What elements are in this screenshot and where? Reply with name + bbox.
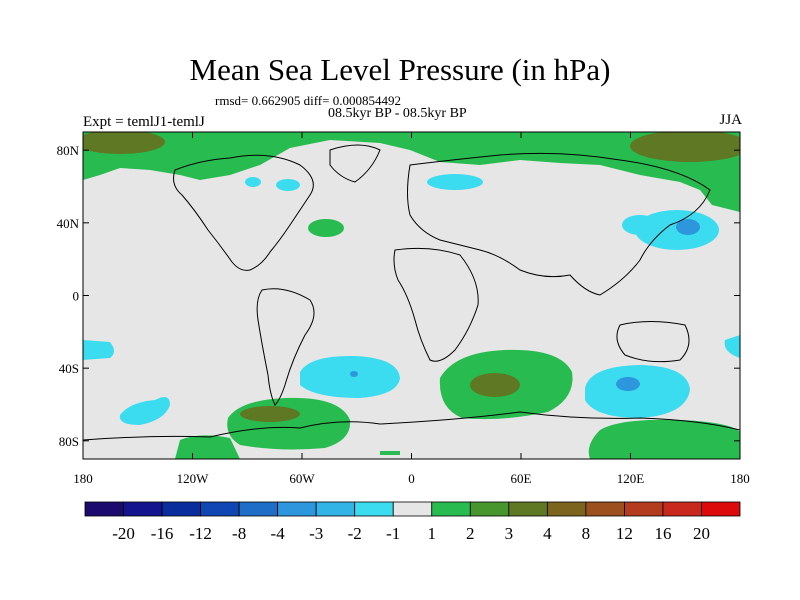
coastline-australia — [616, 321, 690, 363]
map-field — [83, 132, 740, 459]
anomaly-antarctic-patch — [175, 435, 240, 459]
coastline-africa — [393, 247, 479, 362]
colorbar-swatch — [123, 501, 163, 517]
anomaly-north-atlantic — [308, 219, 344, 237]
coastline-north-america — [173, 154, 314, 271]
period-line: 08.5kyr BP - 08.5kyr BP — [328, 106, 467, 121]
colorbar-label: 20 — [693, 524, 710, 543]
season-label: JJA — [719, 112, 742, 128]
colorbar-swatch — [585, 501, 625, 517]
colorbar-swatch — [84, 501, 124, 517]
lon-tick-label: 180 — [730, 471, 750, 486]
experiment-label: Expt = temlJ1-temlJ — [83, 114, 205, 130]
anomaly-antarctic-pacific — [588, 419, 740, 459]
colorbar-swatch — [161, 501, 201, 517]
anomaly-south-indian-core — [470, 373, 520, 397]
colorbar-label: -4 — [271, 524, 286, 543]
colorbar-label: -8 — [232, 524, 246, 543]
colorbar-label: 4 — [543, 524, 552, 543]
lat-tick-label: 80S — [59, 434, 79, 449]
lat-tick-label: 80N — [57, 143, 80, 158]
lon-tick-label: 180 — [73, 471, 93, 486]
anomaly-south-atlantic — [300, 355, 400, 398]
anomaly-north-pacific-core — [676, 219, 700, 235]
anomaly-south-atlantic-core — [350, 371, 358, 377]
anomaly-eastern-edge — [724, 335, 740, 358]
lat-tick-label: 0 — [73, 289, 80, 304]
colorbar-swatch — [701, 501, 741, 517]
anomaly-arctic-band — [83, 132, 740, 212]
lon-tick-label: 120E — [617, 471, 645, 486]
anomaly-south-pacific-far — [119, 396, 170, 425]
colorbar-label: -1 — [386, 524, 400, 543]
anomaly-scandinavia — [427, 174, 483, 190]
colorbar-label: 2 — [466, 524, 475, 543]
positive-anomaly-regions — [83, 132, 740, 459]
lat-tick-label: 40N — [57, 216, 80, 231]
stats-line: rmsd= 0.662905 diff= 0.000854492 — [215, 93, 401, 108]
colorbar-label: -3 — [309, 524, 323, 543]
colorbar-swatch — [277, 501, 317, 517]
chart-title: Mean Sea Level Pressure (in hPa) — [189, 52, 611, 87]
colorbar-label: 16 — [654, 524, 671, 543]
longitude-axis: 180 120W 60W 0 60E 120E 180 — [73, 132, 750, 486]
colorbar-label: 3 — [505, 524, 514, 543]
anomaly-south-america-core — [240, 406, 300, 422]
anomaly-north-pacific-west — [622, 215, 658, 235]
lon-tick-label: 0 — [408, 471, 415, 486]
lat-tick-label: 40S — [59, 361, 79, 376]
colorbar-label: -12 — [189, 524, 212, 543]
lon-tick-label: 60E — [511, 471, 532, 486]
lon-tick-label: 120W — [177, 471, 210, 486]
anomaly-southwest-pacific — [83, 340, 114, 360]
colorbar-swatch — [546, 501, 587, 517]
anomaly-hudson-bay — [276, 179, 300, 191]
colorbar-swatch — [200, 501, 240, 517]
anomaly-south-pacific-core — [616, 377, 640, 391]
colorbar-label: -16 — [151, 524, 174, 543]
colorbar-swatch — [392, 501, 433, 517]
anomaly-south-pacific — [585, 365, 690, 418]
colorbar-swatch — [354, 501, 394, 517]
colorbar-swatch — [315, 501, 356, 517]
colorbar-swatch — [431, 501, 471, 517]
anomaly-canada-interior — [245, 177, 261, 187]
colorbar-swatch — [469, 501, 510, 517]
coastline-south-america — [256, 288, 315, 406]
anomaly-south-america-ocean — [227, 397, 351, 450]
anomaly-arctic-east-core — [630, 132, 740, 162]
lon-tick-label: 60W — [289, 471, 315, 486]
colorbar-label: 8 — [582, 524, 591, 543]
coastlines — [83, 144, 740, 441]
colorbar: -20 -16 -12 -8 -4 -3 -2 -1 1 2 3 4 8 12 16 20 — [84, 501, 741, 543]
coastline-antarctica — [83, 411, 740, 441]
colorbar-label: 1 — [428, 524, 437, 543]
colorbar-swatch — [624, 501, 664, 517]
anomaly-sea-strip — [380, 451, 400, 455]
colorbar-swatch — [508, 501, 548, 517]
colorbar-swatch — [662, 501, 702, 517]
colorbar-label: -20 — [112, 524, 135, 543]
colorbar-swatch — [238, 501, 279, 517]
coastline-eurasia — [407, 152, 711, 296]
anomaly-arctic-west-core — [83, 132, 165, 154]
strong-positive-regions — [83, 132, 740, 422]
coastline-greenland — [329, 144, 381, 183]
latitude-axis: 80N 40N 0 40S 80S — [57, 143, 740, 449]
colorbar-label: -2 — [348, 524, 362, 543]
strong-negative-regions — [350, 219, 700, 391]
colorbar-label: 12 — [616, 524, 633, 543]
